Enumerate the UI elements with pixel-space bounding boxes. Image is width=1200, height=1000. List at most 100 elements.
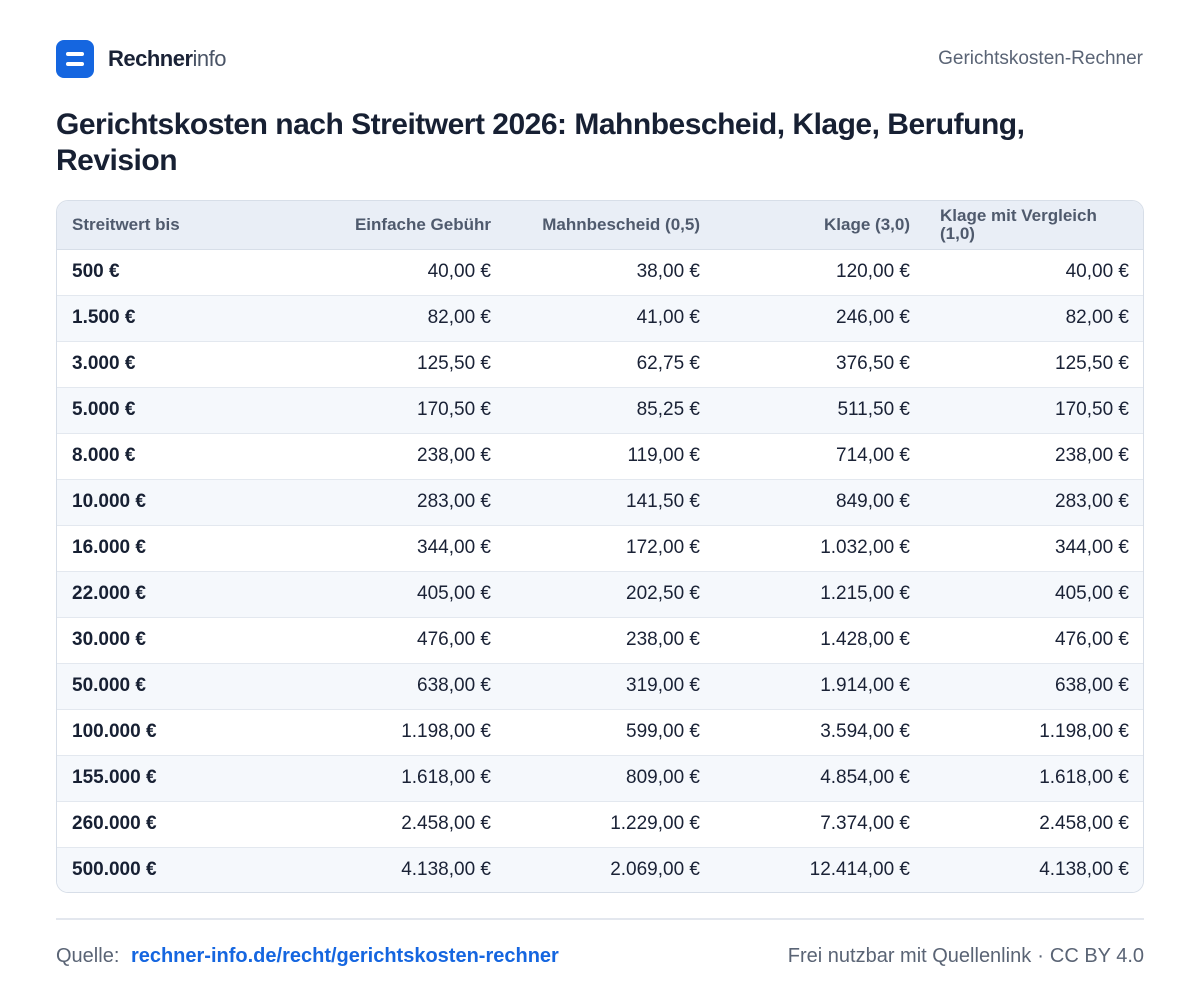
table-cell-value: 4.138,00 € bbox=[926, 847, 1143, 892]
table-cell-value: 7.374,00 € bbox=[716, 801, 926, 848]
brand-name: Rechnerinfo bbox=[108, 40, 227, 78]
table-cell-streitwert: 16.000 € bbox=[57, 525, 247, 572]
table-cell-value: 638,00 € bbox=[926, 663, 1143, 710]
table-cell-value: 238,00 € bbox=[926, 433, 1143, 480]
table-cell-streitwert: 100.000 € bbox=[57, 709, 247, 756]
table-body: 500 €40,00 €38,00 €120,00 €40,00 €1.500 … bbox=[57, 249, 1143, 892]
table-cell-value: 283,00 € bbox=[926, 479, 1143, 526]
table-cell-value: 85,25 € bbox=[507, 387, 716, 434]
table-cell-value: 344,00 € bbox=[926, 525, 1143, 572]
table-cell-value: 714,00 € bbox=[716, 433, 926, 480]
table-cell-value: 2.069,00 € bbox=[507, 847, 716, 892]
table-cell-value: 319,00 € bbox=[507, 663, 716, 710]
table-cell-value: 376,50 € bbox=[716, 341, 926, 388]
table-cell-streitwert: 8.000 € bbox=[57, 433, 247, 480]
table-cell-value: 62,75 € bbox=[507, 341, 716, 388]
table-header-row: Streitwert bis Einfache Gebühr Mahnbesch… bbox=[57, 201, 1143, 250]
brand-name-strong: Rechner bbox=[108, 46, 193, 71]
table-cell-streitwert: 260.000 € bbox=[57, 801, 247, 848]
table-cell-value: 1.618,00 € bbox=[926, 755, 1143, 802]
table-cell-value: 82,00 € bbox=[247, 295, 507, 342]
table-cell-value: 405,00 € bbox=[926, 571, 1143, 618]
table-cell-value: 1.428,00 € bbox=[716, 617, 926, 664]
table-cell-streitwert: 1.500 € bbox=[57, 295, 247, 342]
usage-text: Frei nutzbar mit Quellenlink bbox=[787, 945, 1032, 967]
table-cell-value: 238,00 € bbox=[247, 433, 507, 480]
table-cell-value: 170,50 € bbox=[247, 387, 507, 434]
table-cell-value: 1.198,00 € bbox=[247, 709, 507, 756]
separator-dot: · bbox=[1037, 945, 1044, 967]
table-cell-streitwert: 50.000 € bbox=[57, 663, 247, 710]
table-cell-value: 599,00 € bbox=[507, 709, 716, 756]
table-cell-streitwert: 500 € bbox=[57, 249, 247, 296]
table-cell-value: 40,00 € bbox=[926, 249, 1143, 296]
table-cell-value: 12.414,00 € bbox=[716, 847, 926, 892]
table-cell-value: 4.854,00 € bbox=[716, 755, 926, 802]
table-cell-value: 476,00 € bbox=[926, 617, 1143, 664]
table-row: 1.500 €82,00 €41,00 €246,00 €82,00 € bbox=[57, 295, 1143, 342]
table-cell-value: 141,50 € bbox=[507, 479, 716, 526]
table-row: 5.000 €170,50 €85,25 €511,50 €170,50 € bbox=[57, 387, 1143, 434]
table-row: 8.000 €238,00 €119,00 €714,00 €238,00 € bbox=[57, 433, 1143, 480]
column-header-klage: Klage (3,0) bbox=[716, 201, 926, 250]
table-cell-streitwert: 22.000 € bbox=[57, 571, 247, 618]
source-label: Quelle: bbox=[56, 945, 120, 967]
table-cell-value: 41,00 € bbox=[507, 295, 716, 342]
header-calculator-label: Gerichtskosten-Rechner bbox=[938, 48, 1143, 69]
table-cell-value: 476,00 € bbox=[247, 617, 507, 664]
table-cell-value: 170,50 € bbox=[926, 387, 1143, 434]
table-cell-streitwert: 30.000 € bbox=[57, 617, 247, 664]
table-cell-streitwert: 155.000 € bbox=[57, 755, 247, 802]
table-cell-value: 4.138,00 € bbox=[247, 847, 507, 892]
table-cell-streitwert: 500.000 € bbox=[57, 847, 247, 892]
list-icon bbox=[56, 40, 94, 78]
page-header: Rechnerinfo Gerichtskosten-Rechner bbox=[56, 40, 1143, 78]
table-cell-value: 125,50 € bbox=[247, 341, 507, 388]
table-row: 500.000 €4.138,00 €2.069,00 €12.414,00 €… bbox=[57, 847, 1143, 892]
source-link[interactable]: rechner-info.de/recht/gerichtskosten-rec… bbox=[130, 945, 559, 967]
table-cell-value: 238,00 € bbox=[507, 617, 716, 664]
table-cell-value: 125,50 € bbox=[926, 341, 1143, 388]
table-cell-value: 120,00 € bbox=[716, 249, 926, 296]
table-cell-value: 119,00 € bbox=[507, 433, 716, 480]
license-text: CC BY 4.0 bbox=[1049, 945, 1144, 967]
brand-logo[interactable]: Rechnerinfo bbox=[56, 40, 227, 78]
table-cell-value: 849,00 € bbox=[716, 479, 926, 526]
table-cell-value: 405,00 € bbox=[247, 571, 507, 618]
table-row: 16.000 €344,00 €172,00 €1.032,00 €344,00… bbox=[57, 525, 1143, 572]
table-cell-value: 344,00 € bbox=[247, 525, 507, 572]
table-cell-value: 2.458,00 € bbox=[247, 801, 507, 848]
table-cell-value: 1.215,00 € bbox=[716, 571, 926, 618]
table-cell-streitwert: 10.000 € bbox=[57, 479, 247, 526]
table-cell-value: 1.032,00 € bbox=[716, 525, 926, 572]
table-cell-streitwert: 3.000 € bbox=[57, 341, 247, 388]
table-cell-streitwert: 5.000 € bbox=[57, 387, 247, 434]
table-row: 3.000 €125,50 €62,75 €376,50 €125,50 € bbox=[57, 341, 1143, 388]
table-row: 22.000 €405,00 €202,50 €1.215,00 €405,00… bbox=[57, 571, 1143, 618]
page-footer: Quelle: rechner-info.de/recht/gerichtsko… bbox=[56, 940, 1144, 972]
table-row: 155.000 €1.618,00 €809,00 €4.854,00 €1.6… bbox=[57, 755, 1143, 802]
page-title: Gerichtskosten nach Streitwert 2026: Mah… bbox=[56, 108, 1025, 177]
table-cell-value: 3.594,00 € bbox=[716, 709, 926, 756]
table-cell-value: 172,00 € bbox=[507, 525, 716, 572]
table-cell-value: 2.458,00 € bbox=[926, 801, 1143, 848]
table-cell-value: 638,00 € bbox=[247, 663, 507, 710]
license-note: Frei nutzbar mit Quellenlink · CC BY 4.0 bbox=[788, 940, 1144, 972]
footer-divider bbox=[56, 918, 1144, 920]
table-row: 30.000 €476,00 €238,00 €1.428,00 €476,00… bbox=[57, 617, 1143, 664]
table-cell-value: 1.198,00 € bbox=[926, 709, 1143, 756]
table-cell-value: 40,00 € bbox=[247, 249, 507, 296]
table-cell-value: 38,00 € bbox=[507, 249, 716, 296]
table-row: 10.000 €283,00 €141,50 €849,00 €283,00 € bbox=[57, 479, 1143, 526]
table-cell-value: 511,50 € bbox=[716, 387, 926, 434]
column-header-streitwert: Streitwert bis bbox=[57, 201, 247, 250]
table-cell-value: 1.229,00 € bbox=[507, 801, 716, 848]
column-header-klage-vergleich: Klage mit Vergleich (1,0) bbox=[926, 201, 1143, 250]
table-cell-value: 809,00 € bbox=[507, 755, 716, 802]
table-cell-value: 1.618,00 € bbox=[247, 755, 507, 802]
court-fees-table: Streitwert bis Einfache Gebühr Mahnbesch… bbox=[56, 200, 1144, 893]
table-cell-value: 82,00 € bbox=[926, 295, 1143, 342]
table-cell-value: 246,00 € bbox=[716, 295, 926, 342]
table-row: 100.000 €1.198,00 €599,00 €3.594,00 €1.1… bbox=[57, 709, 1143, 756]
table-row: 500 €40,00 €38,00 €120,00 €40,00 € bbox=[57, 249, 1143, 296]
